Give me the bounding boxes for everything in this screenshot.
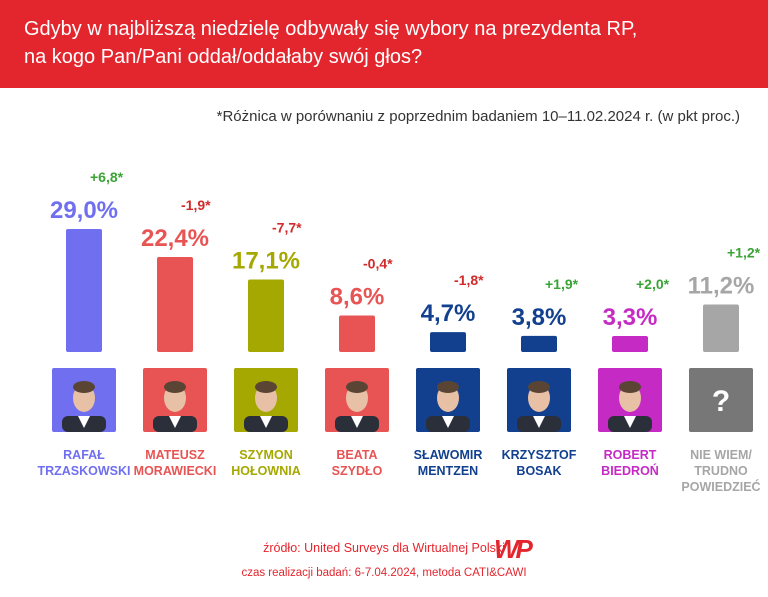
candidate-name-line: RAFAŁ: [63, 448, 105, 462]
candidate-name: NIE WIEM/TRUDNO POWIEDZIEĆ: [671, 447, 768, 495]
person-collar-icon: [78, 416, 90, 428]
candidate-name: ROBERT BIEDROŃ: [580, 447, 680, 479]
bar: [521, 335, 557, 352]
change-label: -7,7*: [272, 219, 302, 235]
candidate-name-line: SZYDŁO: [331, 464, 383, 478]
value-label: 4,7%: [421, 300, 476, 327]
candidate-name: BEATA SZYDŁO: [307, 447, 407, 479]
bar: [248, 279, 284, 352]
candidate-name: SŁAWOMIR MENTZEN: [398, 447, 498, 479]
person-hair-icon: [164, 381, 186, 393]
candidate-name: KRZYSZTOF BOSAK: [489, 447, 589, 479]
value-label: 11,2%: [688, 273, 755, 300]
change-label: +2,0*: [636, 276, 670, 292]
person-collar-icon: [533, 416, 545, 428]
person-hair-icon: [255, 381, 277, 393]
value-label: 3,3%: [603, 304, 658, 331]
change-label: -1,8*: [454, 272, 484, 288]
bar: [703, 304, 739, 352]
change-label: -1,9*: [181, 197, 211, 213]
change-label: -0,4*: [363, 256, 393, 272]
change-label: +6,8*: [90, 169, 124, 185]
value-label: 17,1%: [232, 247, 300, 274]
value-label: 8,6%: [330, 284, 385, 311]
person-collar-icon: [351, 416, 363, 428]
candidate-name-line: BIEDROŃ: [601, 464, 659, 478]
candidate-name-line: NIE WIEM/: [690, 448, 752, 462]
question-icon: ?: [712, 385, 730, 418]
title-line-2: na kogo Pan/Pani oddał/oddałaby swój gło…: [24, 46, 423, 68]
person-collar-icon: [169, 416, 181, 428]
bar: [339, 315, 375, 352]
source-note: źródło: United Surveys dla Wirtualnej Po…: [263, 541, 505, 555]
bar: [612, 336, 648, 352]
person-hair-icon: [619, 381, 641, 393]
candidate-name-line: TRZASKOWSKI: [37, 464, 131, 478]
candidate-name: MATEUSZ MORAWIECKI: [125, 447, 225, 479]
title-line-1: Gdyby w najbliższą niedzielę odbywały si…: [24, 18, 638, 40]
person-collar-icon: [442, 416, 454, 428]
candidate-name-line: HOŁOWNIA: [231, 464, 301, 478]
candidate-name: RAFAŁ TRZASKOWSKI: [34, 447, 134, 479]
survey-time-note: czas realizacji badań: 6-7.04.2024, meto…: [241, 567, 527, 579]
candidate-name-line: BOSAK: [516, 464, 562, 478]
candidate-name: SZYMON HOŁOWNIA: [216, 447, 316, 479]
person-hair-icon: [528, 381, 550, 393]
candidate-name-line: MATEUSZ: [145, 448, 205, 462]
candidate-name-line: KRZYSZTOF: [501, 448, 577, 462]
chart-title: Gdyby w najbliższą niedzielę odbywały si…: [0, 0, 768, 88]
candidate-name-line: POWIEDZIEĆ: [681, 480, 761, 494]
person-collar-icon: [624, 416, 636, 428]
candidate-name-line: TRUDNO: [694, 464, 748, 478]
bar: [430, 332, 466, 352]
value-label: 3,8%: [512, 304, 567, 331]
portrait-question-bg: [689, 368, 753, 432]
difference-note: *Różnica w porównaniu z poprzednim badan…: [216, 108, 740, 125]
candidate-name-line: MENTZEN: [417, 464, 479, 478]
person-hair-icon: [437, 381, 459, 393]
value-label: 22,4%: [141, 225, 209, 252]
value-label: 29,0%: [50, 197, 118, 224]
bar: [157, 257, 193, 352]
candidate-name-line: MORAWIECKI: [133, 464, 217, 478]
change-label: +1,9*: [545, 276, 579, 292]
change-label: +1,2*: [727, 245, 761, 261]
candidate-name-line: SŁAWOMIR: [413, 448, 483, 462]
person-hair-icon: [73, 381, 95, 393]
candidate-name-line: SZYMON: [239, 448, 293, 462]
bar: [66, 229, 102, 352]
person-hair-icon: [346, 381, 368, 393]
candidate-name-line: ROBERT: [603, 448, 657, 462]
wp-logo: WP: [494, 534, 533, 564]
person-collar-icon: [260, 416, 272, 428]
candidate-name-line: BEATA: [336, 448, 378, 462]
